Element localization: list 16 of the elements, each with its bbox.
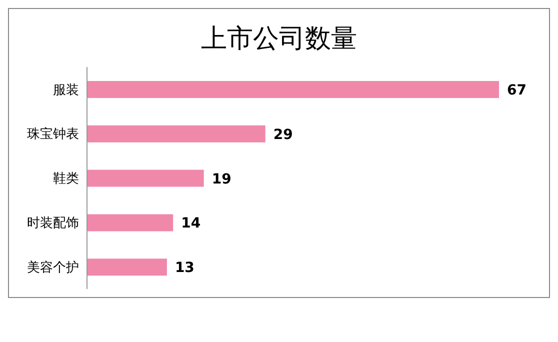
chart-title: 上市公司数量	[200, 23, 358, 56]
bar	[87, 170, 204, 187]
bar	[87, 258, 167, 276]
data-label: 67	[507, 82, 526, 98]
y-tick-label: 时装配饰	[27, 216, 79, 232]
y-tick-label: 服装	[53, 82, 79, 98]
bar	[87, 125, 266, 142]
y-tick-label: 珠宝钟表	[27, 126, 79, 142]
data-label: 13	[174, 260, 194, 276]
bar	[87, 214, 174, 232]
data-label: 19	[212, 171, 232, 188]
data-label: 29	[273, 126, 293, 143]
bar	[87, 81, 499, 98]
y-tick-label: 美容个护	[27, 259, 79, 276]
data-label: 14	[181, 216, 201, 232]
y-tick-label: 鞋类	[53, 172, 79, 187]
